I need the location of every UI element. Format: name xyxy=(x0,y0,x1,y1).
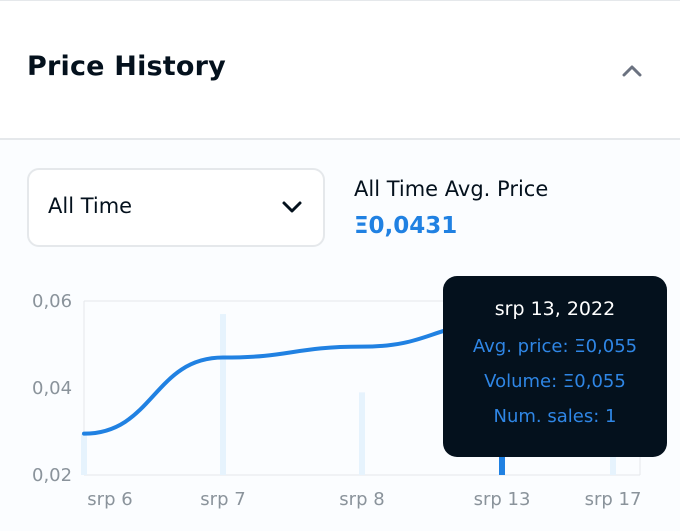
y-tick-label: 0,04 xyxy=(32,378,72,399)
x-tick-label: srp 6 xyxy=(87,489,132,510)
tooltip-volume: Volume: Ξ0,055 xyxy=(484,371,626,392)
avg-price-value: Ξ0,0431 xyxy=(354,213,458,239)
volume-bar xyxy=(220,314,226,475)
x-tick-label: srp 17 xyxy=(585,489,642,510)
x-tick-label: srp 13 xyxy=(474,489,531,510)
panel-title: Price History xyxy=(27,51,226,82)
avg-price-label: All Time Avg. Price xyxy=(354,177,549,201)
panel-header[interactable]: Price History xyxy=(0,1,680,140)
volume-bar xyxy=(359,392,365,475)
tooltip-avg-price: Avg. price: Ξ0,055 xyxy=(472,336,638,357)
y-tick-label: 0,06 xyxy=(32,291,72,312)
time-range-value: All Time xyxy=(48,194,133,218)
x-tick-label: srp 7 xyxy=(200,489,245,510)
tooltip-date: srp 13, 2022 xyxy=(494,298,616,320)
time-range-select[interactable]: All Time xyxy=(27,168,325,247)
tooltip-num-sales: Num. sales: 1 xyxy=(493,406,617,427)
chevron-up-icon xyxy=(622,65,642,77)
chart-tooltip: srp 13, 2022 Avg. price: Ξ0,055 Volume: … xyxy=(443,276,667,457)
y-tick-label: 0,02 xyxy=(32,465,72,486)
collapse-button[interactable] xyxy=(612,51,652,91)
chevron-down-icon xyxy=(282,201,302,213)
x-tick-label: srp 8 xyxy=(339,489,384,510)
volume-bar xyxy=(81,433,87,475)
